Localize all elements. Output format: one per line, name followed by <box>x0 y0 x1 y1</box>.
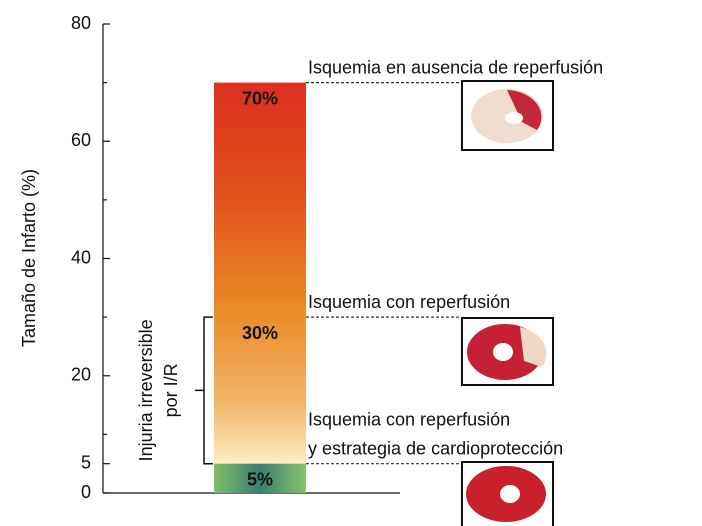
bracket-label: Injuria irreversible <box>136 319 156 461</box>
y-tick-label: 40 <box>71 247 91 267</box>
annotation: Isquemia con reperfusión <box>308 409 510 429</box>
y-tick-label: 60 <box>71 130 91 150</box>
bar <box>214 83 306 493</box>
heart-image <box>462 81 553 150</box>
y-tick-label: 20 <box>71 365 91 385</box>
y-axis-label: Tamaño de Infarto (%) <box>19 169 39 347</box>
value-label: 30% <box>242 323 278 343</box>
bracket <box>195 317 213 464</box>
annotation: Isquemia en ausencia de reperfusión <box>308 57 603 77</box>
value-label: 70% <box>242 88 278 108</box>
y-tick-label: 5 <box>81 452 91 472</box>
y-tick-label: 80 <box>71 13 91 33</box>
heart-image <box>462 462 553 526</box>
bracket-label: por I/R <box>161 363 181 417</box>
value-label: 5% <box>247 469 273 489</box>
annotation: y estrategia de cardioprotección <box>308 438 563 458</box>
heart-image <box>462 318 553 385</box>
annotation: Isquemia con reperfusión <box>308 292 510 312</box>
y-tick-label: 0 <box>81 482 91 502</box>
chart: Tamaño de Infarto (%) 0 5 20 40 60 80 70% Isque… <box>0 0 702 526</box>
